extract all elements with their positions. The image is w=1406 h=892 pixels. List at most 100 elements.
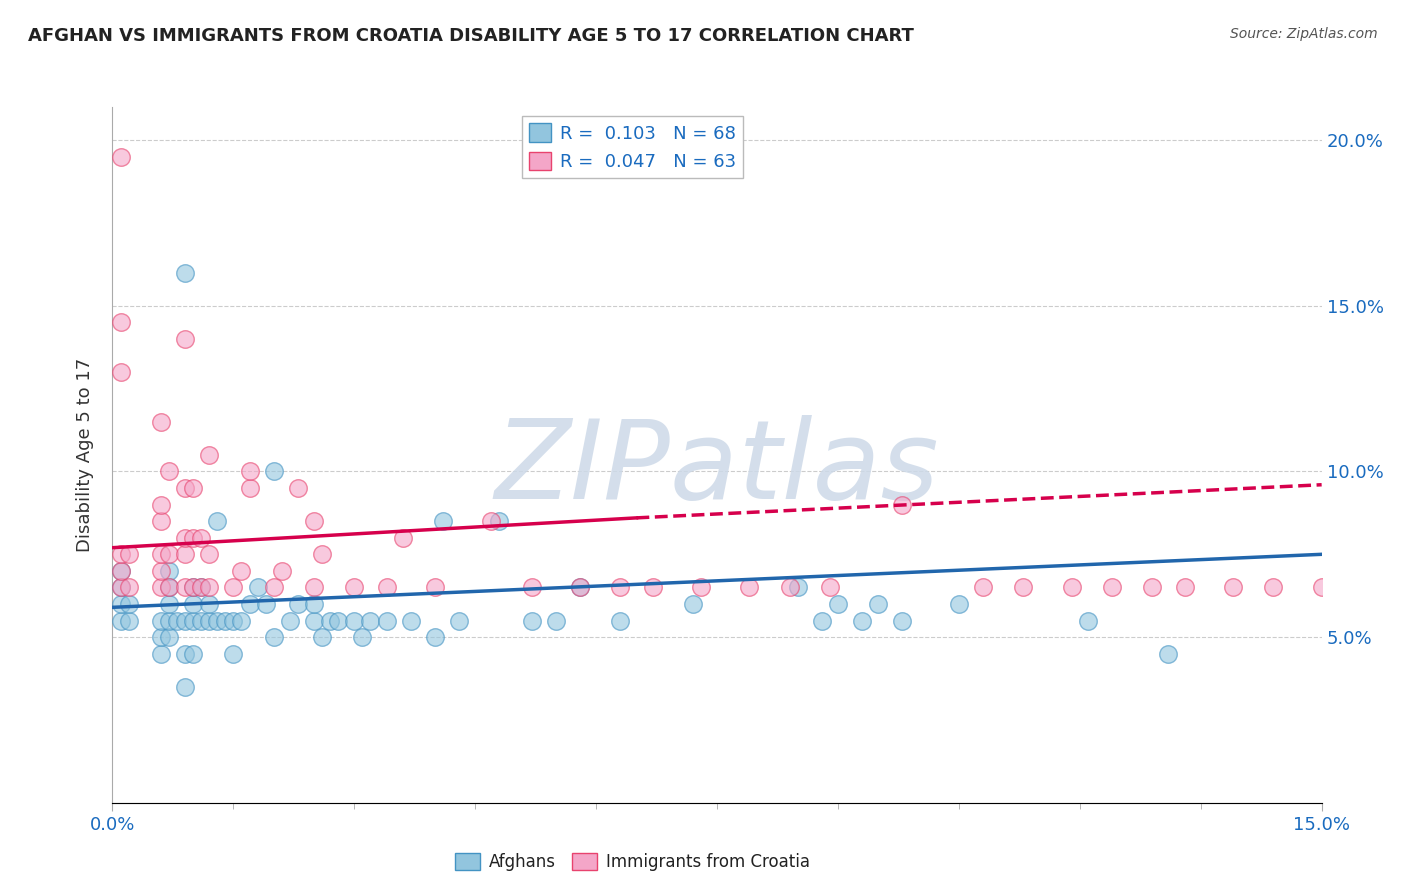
Point xyxy=(399,614,422,628)
Point xyxy=(479,514,502,528)
Point xyxy=(319,614,342,628)
Text: Source: ZipAtlas.com: Source: ZipAtlas.com xyxy=(1230,27,1378,41)
Point xyxy=(449,614,471,628)
Point xyxy=(544,614,567,628)
Point xyxy=(110,150,132,164)
Point xyxy=(174,332,197,346)
Point xyxy=(263,465,285,479)
Point xyxy=(149,498,172,512)
Legend: Afghans, Immigrants from Croatia: Afghans, Immigrants from Croatia xyxy=(449,847,817,878)
Point xyxy=(682,597,704,611)
Point xyxy=(1012,581,1035,595)
Point xyxy=(149,630,172,644)
Point xyxy=(117,614,139,628)
Point xyxy=(818,581,841,595)
Point xyxy=(181,614,204,628)
Point xyxy=(198,597,221,611)
Point xyxy=(110,581,132,595)
Point xyxy=(1101,581,1123,595)
Point xyxy=(110,547,132,561)
Point xyxy=(263,581,285,595)
Point xyxy=(110,564,132,578)
Point xyxy=(302,614,325,628)
Point xyxy=(117,547,139,561)
Point xyxy=(432,514,454,528)
Point xyxy=(238,481,260,495)
Point xyxy=(110,597,132,611)
Point xyxy=(1077,614,1099,628)
Point xyxy=(302,581,325,595)
Point xyxy=(110,564,132,578)
Point xyxy=(214,614,236,628)
Point xyxy=(231,614,253,628)
Point xyxy=(157,630,180,644)
Point xyxy=(181,531,204,545)
Point xyxy=(174,266,197,280)
Point xyxy=(641,581,664,595)
Point xyxy=(972,581,994,595)
Point xyxy=(891,614,914,628)
Point xyxy=(948,597,970,611)
Point xyxy=(520,614,543,628)
Point xyxy=(157,614,180,628)
Point xyxy=(278,614,301,628)
Point xyxy=(117,597,139,611)
Point xyxy=(352,630,374,644)
Y-axis label: Disability Age 5 to 17: Disability Age 5 to 17 xyxy=(76,358,94,552)
Point xyxy=(174,614,197,628)
Point xyxy=(222,647,245,661)
Point xyxy=(488,514,510,528)
Point xyxy=(181,647,204,661)
Point xyxy=(157,465,180,479)
Point xyxy=(190,581,212,595)
Point xyxy=(1310,581,1333,595)
Text: AFGHAN VS IMMIGRANTS FROM CROATIA DISABILITY AGE 5 TO 17 CORRELATION CHART: AFGHAN VS IMMIGRANTS FROM CROATIA DISABI… xyxy=(28,27,914,45)
Point xyxy=(391,531,413,545)
Point xyxy=(246,581,269,595)
Point xyxy=(181,481,204,495)
Point xyxy=(520,581,543,595)
Point xyxy=(786,581,808,595)
Point xyxy=(1174,581,1197,595)
Point xyxy=(207,614,229,628)
Point xyxy=(569,581,592,595)
Point xyxy=(231,564,253,578)
Point xyxy=(238,597,260,611)
Point xyxy=(1157,647,1180,661)
Point xyxy=(827,597,849,611)
Point xyxy=(174,680,197,694)
Point xyxy=(690,581,713,595)
Point xyxy=(343,614,366,628)
Point xyxy=(1060,581,1083,595)
Point xyxy=(328,614,350,628)
Point xyxy=(157,597,180,611)
Point xyxy=(110,365,132,379)
Point xyxy=(190,531,212,545)
Text: ZIPatlas: ZIPatlas xyxy=(495,416,939,523)
Point xyxy=(174,481,197,495)
Point xyxy=(238,465,260,479)
Point xyxy=(423,630,446,644)
Point xyxy=(270,564,292,578)
Point xyxy=(359,614,381,628)
Point xyxy=(287,481,309,495)
Point xyxy=(375,581,398,595)
Point xyxy=(149,514,172,528)
Point xyxy=(174,547,197,561)
Point xyxy=(423,581,446,595)
Point xyxy=(1263,581,1285,595)
Point xyxy=(891,498,914,512)
Point xyxy=(343,581,366,595)
Point xyxy=(149,564,172,578)
Point xyxy=(181,581,204,595)
Point xyxy=(851,614,873,628)
Point xyxy=(375,614,398,628)
Point xyxy=(1222,581,1244,595)
Point xyxy=(868,597,890,611)
Point xyxy=(609,581,631,595)
Point xyxy=(149,647,172,661)
Point xyxy=(149,614,172,628)
Point xyxy=(198,448,221,462)
Point xyxy=(190,614,212,628)
Point xyxy=(110,614,132,628)
